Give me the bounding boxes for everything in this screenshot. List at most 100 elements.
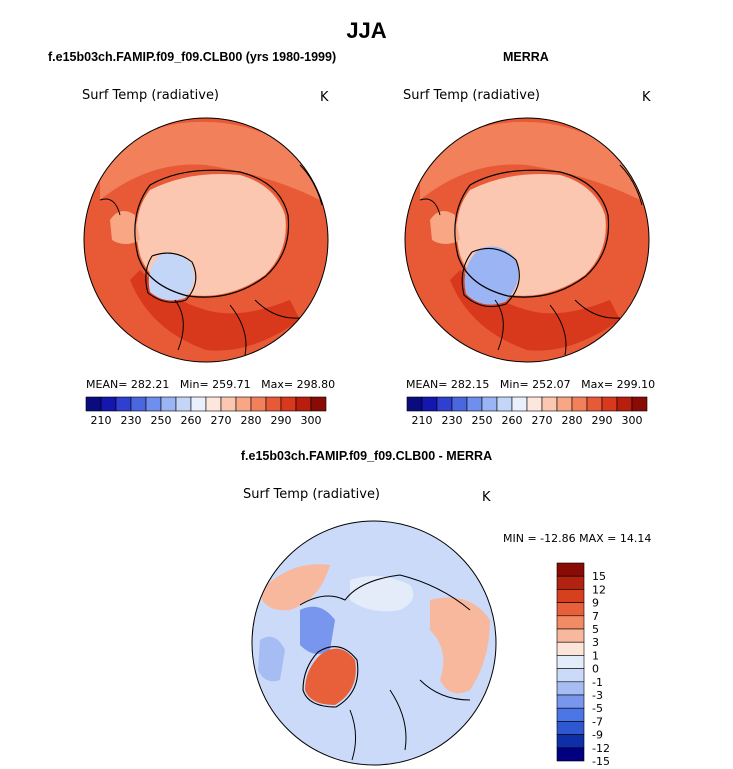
colorbar-swatch (130, 396, 147, 412)
colorbar-tick-label: 210 (91, 414, 112, 427)
colorbar-swatch (295, 396, 312, 412)
max-label: Max= (581, 378, 614, 391)
colorbar-tick-label: 280 (562, 414, 583, 427)
colorbar-swatch (466, 396, 483, 412)
field-patch-south (450, 270, 620, 351)
max-label: Max= (261, 378, 294, 391)
colorbar-swatch (556, 615, 585, 630)
colorbar-swatch (406, 396, 423, 412)
colorbar-tick-label: 230 (442, 414, 463, 427)
colorbar-swatch (556, 396, 573, 412)
colorbar-swatch (601, 396, 618, 412)
map-merra (405, 118, 649, 362)
colorbar-swatch (280, 396, 297, 412)
map-difference (252, 521, 496, 765)
colorbar-tick-label: 9 (592, 597, 599, 610)
colorbar-swatch (556, 668, 585, 683)
coastline-europe (494, 299, 621, 356)
colorbar-tick-label: -3 (592, 689, 603, 702)
colorbar-tick-label: 270 (211, 414, 232, 427)
colorbar-tick-label: 3 (592, 636, 599, 649)
colorbar-swatch (250, 396, 267, 412)
colorbar-tick-label: 250 (472, 414, 493, 427)
colorbar-swatch (556, 602, 585, 617)
mean-value: 282.15 (450, 378, 490, 391)
colorbar-tick-label: 260 (502, 414, 523, 427)
coastline-europe (174, 299, 301, 356)
coastline-misc (419, 164, 643, 216)
units-label-model: K (320, 90, 329, 105)
colorbar-swatch (421, 396, 438, 412)
field-patch-west (430, 211, 460, 244)
field-patch-west (110, 211, 140, 244)
colorbar-swatch (556, 562, 585, 577)
colorbar-tick-label: 300 (301, 414, 322, 427)
coastline-arctic (134, 169, 290, 298)
colorbar-tick-label: 12 (592, 583, 606, 596)
field-patch-west (262, 564, 330, 611)
colorbar-swatch (175, 396, 192, 412)
colorbar-tick-label: 210 (412, 414, 433, 427)
colorbar-swatch (451, 396, 468, 412)
field-patch-south (130, 270, 300, 351)
colorbar-tick-label: -9 (592, 729, 603, 742)
max-value: 299.10 (616, 378, 656, 391)
colorbar-swatch (85, 396, 102, 412)
colorbar-merra: 210 230 250 260 270 280 290 300 (406, 396, 648, 427)
colorbar-swatch (310, 396, 327, 412)
field-greenland (464, 246, 519, 305)
field-patch-southwest (258, 636, 285, 682)
colorbar-swatch (556, 707, 585, 722)
colorbar-tick-label: -15 (592, 755, 610, 768)
colorbar-swatch (556, 734, 585, 749)
coastline-greenland (461, 247, 520, 308)
map-model (84, 118, 328, 362)
colorbar-swatch (145, 396, 162, 412)
map-border-model (83, 117, 329, 363)
coastline-arctic (454, 169, 610, 298)
colorbar-tick-label: -1 (592, 676, 603, 689)
coastline-greenland (302, 646, 359, 708)
coastline-europe (349, 679, 471, 761)
variable-label-merra: Surf Temp (radiative) (403, 88, 541, 103)
mean-label: MEAN= (406, 378, 448, 391)
field-patch-north (420, 121, 640, 200)
colorbar-tick-label: -12 (592, 742, 610, 755)
panel-title-model: f.e15b03ch.FAMIP.f09_f09.CLB00 (yrs 1980… (48, 50, 337, 64)
colorbar-tick-label: 0 (592, 663, 599, 676)
figure-suptitle: JJA (346, 18, 387, 43)
colorbar-swatch (481, 396, 498, 412)
units-label-merra: K (642, 90, 651, 105)
coastline-greenland (145, 252, 197, 303)
mean-label: MEAN= (86, 378, 128, 391)
colorbar-tick-label: 230 (121, 414, 142, 427)
field-arctic-ocean (350, 576, 414, 612)
colorbar-swatch (205, 396, 222, 412)
colorbar-tick-label: 250 (151, 414, 172, 427)
colorbar-swatch (556, 721, 585, 735)
colorbar-tick-label: 280 (241, 414, 262, 427)
colorbar-tick-label: 15 (592, 570, 606, 583)
min-value: 259.71 (212, 378, 251, 391)
field-greenland (148, 253, 194, 301)
max-value: 298.80 (296, 378, 336, 391)
colorbar-model: 210 230 250 260 270 280 290 300 (85, 396, 327, 427)
colorbar-tick-label: 1 (592, 649, 599, 662)
colorbar-tick-label: 7 (592, 610, 599, 623)
colorbar-swatch (190, 396, 207, 412)
colorbar-swatch (541, 396, 558, 412)
units-label-diff: K (482, 490, 491, 505)
colorbar-tick-label: -7 (592, 715, 603, 728)
mean-value: 282.21 (130, 378, 170, 391)
min-value: 252.07 (532, 378, 571, 391)
variable-label-diff: Surf Temp (radiative) (243, 487, 381, 502)
colorbar-swatch (556, 655, 585, 669)
colorbar-swatch (556, 628, 585, 643)
colorbar-swatch (526, 396, 543, 412)
field-patch-canada (300, 606, 335, 654)
field-patch-east (430, 597, 490, 694)
field-greenland (305, 648, 356, 705)
colorbar-swatch (115, 396, 132, 412)
colorbar-tick-label: -5 (592, 702, 603, 715)
